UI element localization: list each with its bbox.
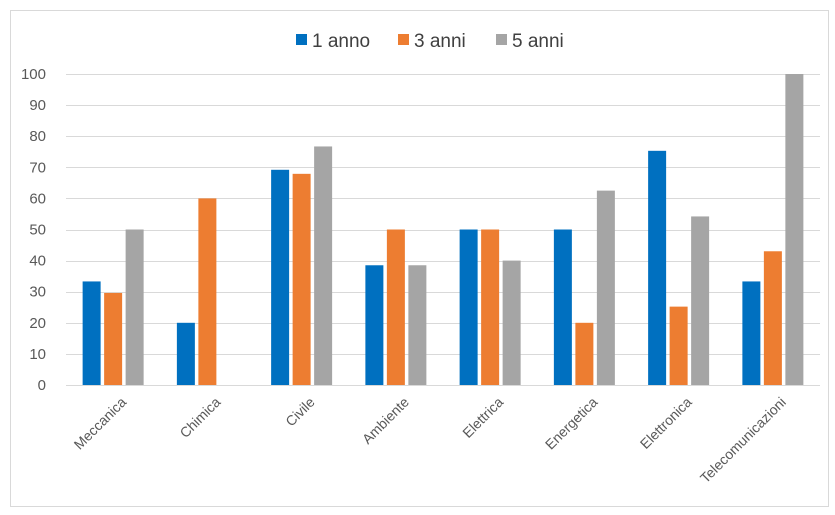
y-tick-label: 70 (29, 159, 46, 176)
y-tick-label: 80 (29, 128, 46, 145)
bar-1-anno-meccanica (82, 281, 101, 385)
y-tick-label: 50 (29, 222, 46, 239)
bar-5-anni-telecomunicazioni (785, 74, 804, 385)
legend: 1 anno 3 anni 5 anni (296, 31, 564, 52)
bar-3-anni-ambiente (386, 229, 405, 385)
legend-label: 5 anni (512, 31, 564, 52)
legend-label: 1 anno (312, 31, 370, 52)
bar-5-anni-ambiente (408, 265, 427, 385)
legend-swatch (398, 34, 409, 45)
bar-5-anni-elettrica (502, 260, 521, 385)
y-tick-label: 10 (29, 346, 46, 363)
bar-5-anni-energetica (596, 190, 615, 385)
y-tick-label: 0 (38, 377, 46, 394)
bar-1-anno-chimica (176, 322, 195, 385)
y-tick-label: 30 (29, 284, 46, 301)
bar-5-anni-civile (314, 146, 333, 385)
bar-1-anno-ambiente (365, 265, 384, 385)
bar-3-anni-civile (292, 173, 311, 385)
bar-3-anni-energetica (575, 322, 594, 385)
bar-3-anni-elettronica (669, 306, 688, 385)
y-tick-label: 60 (29, 190, 46, 207)
bar-3-anni-telecomunicazioni (763, 251, 782, 385)
bar-3-anni-elettrica (481, 229, 500, 385)
bar-5-anni-meccanica (125, 229, 144, 385)
bar-1-anno-telecomunicazioni (742, 281, 761, 385)
y-tick-label: 40 (29, 253, 46, 270)
y-axis-ticks: 0 10 20 30 40 50 60 70 80 90 100 (21, 66, 46, 394)
bar-3-anni-meccanica (104, 292, 123, 385)
bar-3-anni-chimica (198, 198, 217, 385)
legend-swatch (496, 34, 507, 45)
bar-1-anno-elettronica (648, 150, 667, 385)
bar-1-anno-civile (271, 169, 290, 385)
bar-1-anno-elettrica (459, 229, 478, 385)
y-tick-label: 100 (21, 66, 46, 83)
legend-swatch (296, 34, 307, 45)
bar-1-anno-energetica (553, 229, 572, 385)
y-tick-label: 90 (29, 97, 46, 114)
bars (82, 74, 804, 385)
y-tick-label: 20 (29, 315, 46, 332)
legend-label: 3 anni (414, 31, 466, 52)
bar-5-anni-elettronica (691, 216, 710, 385)
